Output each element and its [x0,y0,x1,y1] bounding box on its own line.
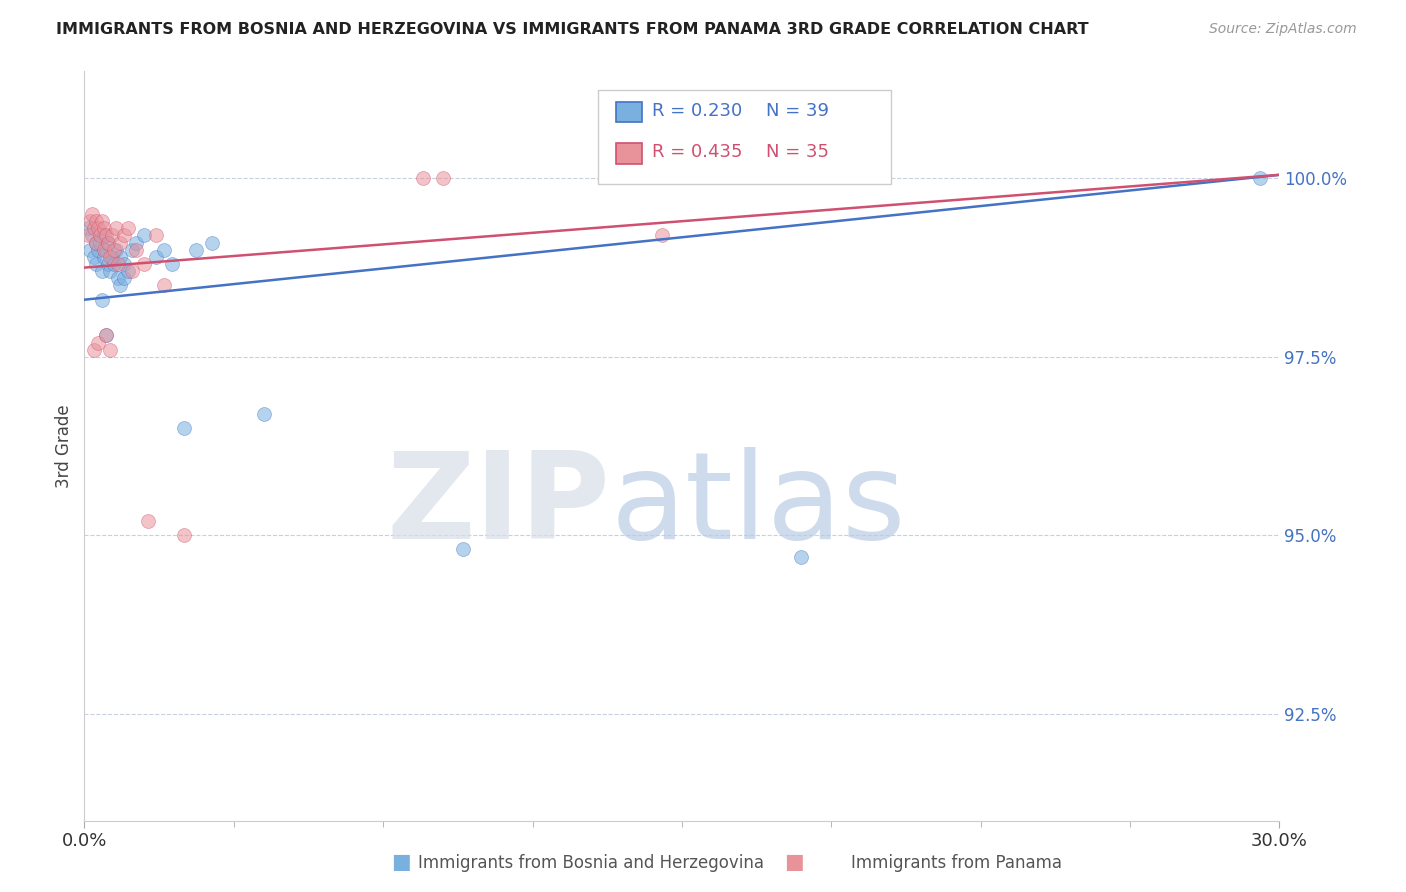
Point [87,221,110,235]
Point [107,271,129,285]
Point [93,243,115,257]
Point [145,250,167,264]
Point [98,264,121,278]
Bar [616,144,643,163]
Point [201,235,224,250]
Text: Immigrants from Bosnia and Herzegovina: Immigrants from Bosnia and Herzegovina [418,855,763,872]
Point [86,257,108,271]
Point [117,264,139,278]
Text: ■: ■ [391,853,411,872]
Point [93,221,115,235]
Text: ■: ■ [785,853,804,872]
Point [82,228,104,243]
Text: IMMIGRANTS FROM BOSNIA AND HERZEGOVINA VS IMMIGRANTS FROM PANAMA 3RD GRADE CORRE: IMMIGRANTS FROM BOSNIA AND HERZEGOVINA V… [56,22,1088,37]
Point [105,243,128,257]
Point [93,228,115,243]
Point [87,243,110,257]
Point [103,257,125,271]
Point [89,235,111,250]
Point [97,235,120,250]
Text: Immigrants from Panama: Immigrants from Panama [851,855,1062,872]
Point [110,235,132,250]
Point [136,514,159,528]
Point [432,171,454,186]
Point [112,271,135,285]
Text: ZIP: ZIP [387,448,610,565]
Text: R = 0.230: R = 0.230 [652,102,742,120]
Point [101,228,124,243]
Point [96,243,118,257]
Point [77,221,100,235]
Point [91,264,114,278]
Point [132,257,156,271]
Point [107,257,129,271]
Point [790,549,813,564]
Bar [616,102,643,122]
Point [96,328,118,343]
Point [112,257,135,271]
Point [253,407,276,421]
Point [89,228,111,243]
Point [1249,171,1271,186]
Y-axis label: 3rd Grade: 3rd Grade [55,404,73,488]
Point [125,235,148,250]
Point [83,221,105,235]
Point [77,228,100,243]
Text: R = 0.435: R = 0.435 [652,144,742,161]
Point [125,243,148,257]
Point [160,257,183,271]
Text: N = 39: N = 39 [766,102,828,120]
Point [86,235,108,250]
Point [79,214,101,228]
Point [121,243,143,257]
Point [87,335,110,350]
Point [145,228,167,243]
Point [86,214,108,228]
Point [121,264,143,278]
Point [83,343,105,357]
Point [96,228,118,243]
Point [103,243,125,257]
Point [173,421,195,435]
Point [651,228,673,243]
Point [91,293,114,307]
Point [110,278,132,293]
Point [112,228,135,243]
Point [101,250,124,264]
Point [96,328,118,343]
Text: atlas: atlas [610,448,905,565]
Point [153,278,176,293]
Point [86,235,108,250]
Point [105,221,128,235]
Point [110,250,132,264]
Point [412,171,434,186]
FancyBboxPatch shape [599,90,891,184]
Point [98,343,121,357]
Point [132,228,156,243]
Point [83,250,105,264]
Point [153,243,176,257]
Point [173,528,195,542]
Point [184,243,207,257]
Point [117,221,139,235]
Text: Source: ZipAtlas.com: Source: ZipAtlas.com [1209,22,1357,37]
Point [451,542,474,557]
Point [82,207,104,221]
Point [97,235,120,250]
Point [79,243,101,257]
Point [91,214,114,228]
Point [93,250,115,264]
Text: N = 35: N = 35 [766,144,828,161]
Point [97,257,120,271]
Point [98,250,121,264]
